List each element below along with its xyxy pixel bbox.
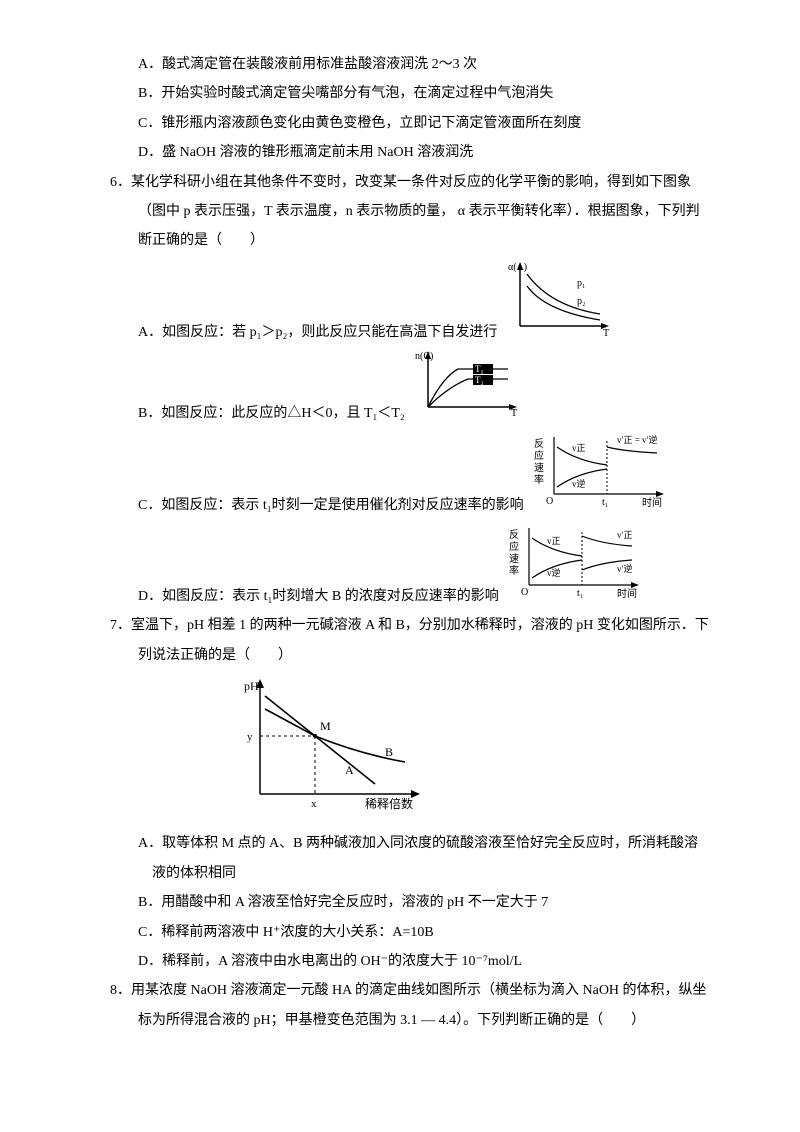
q6a-p2: p₂ [577,296,586,307]
q7-option-a: A．取等体积 M 点的 A、B 两种碱液加入同浓度的硫酸溶液至恰好完全反应时，所… [138,829,710,888]
q6b-xlabel: T [511,408,517,417]
q5-option-c: C．锥形瓶内溶液颜色变化由黄色变橙色，立即记下滴定管液面所在刻度 [138,109,710,138]
q6d-v2: v逆 [547,567,561,578]
svg-text:O: O [546,496,553,507]
svg-text:应: 应 [509,540,519,553]
q6b-ylabel: n(C) [415,351,433,362]
q7-ylabel: pH [244,679,259,693]
q6b-t1: T₁ [475,364,484,374]
q7-x: x [311,798,317,810]
q8-stem: 8．用某浓度 NaOH 溶液滴定一元酸 HA 的滴定曲线如图所示（横坐标为滴入 … [110,976,710,1035]
q6-option-b-row: B．如图反应：此反应的△H＜0，且 T₁＜T₂ n(C) T T₁ T₂ [138,347,710,428]
q6b-t2: T₂ [475,375,484,385]
q6d-xlabel: 时间 [617,587,637,600]
q6a-p1: p₁ [577,278,586,289]
q6-option-c-row: C．如图反应：表示 t₁时刻一定是使用催化剂对反应速率的影响 反 应 速 率 时… [138,429,710,520]
q6a-ylabel: α(A) [508,262,527,273]
q6d-v3: v′正 [617,530,632,540]
q6d-v4: v′逆 [617,563,632,574]
q6c-v3: v′正 = v′逆 [617,434,658,445]
q6d-v1: v正 [547,536,561,546]
q6-figure-a: α(A) T p₁ p₂ [505,256,615,347]
q6-option-c: C．如图反应：表示 t₁时刻一定是使用催化剂对反应速率的影响 [138,491,524,520]
q7-option-c: C．稀释前两溶液中 H⁺浓度的大小关系：A=10B [138,918,710,947]
q6c-v1: v正 [572,443,586,453]
q5-option-d: D．盛 NaOH 溶液的锥形瓶滴定前未用 NaOH 溶液润洗 [138,138,710,167]
q6-figure-c: 反 应 速 率 时间 t₁ v正 v逆 v′正 = v′逆 O [532,429,672,520]
q6d-t1: t₁ [577,588,583,599]
q7-B: B [385,745,393,759]
svg-text:反: 反 [509,529,519,541]
q6-figure-d: 反 应 速 率 时间 t₁ v正 v逆 v′正 v′逆 O [507,520,647,611]
q6-stem: 6．某化学科研小组在其他条件不变时，改变某一条件对反应的化学平衡的影响，得到如下… [110,168,710,256]
q6-option-d: D．如图反应：表示 t₁时刻增大 B 的浓度对反应速率的影响 [138,582,499,611]
q7-y: y [247,731,253,743]
q6-option-a: A．如图反应：若 p₁＞p₂，则此反应只能在高温下自发进行 [138,318,497,347]
q7-A: A [345,763,354,777]
svg-text:率: 率 [534,473,544,486]
q7-xlabel: 稀释倍数 [365,796,413,811]
q5-option-a: A．酸式滴定管在装酸液前用标准盐酸溶液润洗 2～3 次 [138,50,710,79]
q6c-t1: t₁ [602,497,608,508]
svg-text:率: 率 [509,564,519,577]
q6c-xlabel: 时间 [642,496,662,509]
svg-text:速: 速 [509,553,519,565]
svg-text:O: O [521,587,528,598]
q6a-xlabel: T [603,328,609,336]
q6-option-b: B．如图反应：此反应的△H＜0，且 T₁＜T₂ [138,399,405,428]
q7-option-d: D．稀释前，A 溶液中由水电离出的 OH⁻的浓度大于 10⁻⁷mol/L [138,947,710,976]
q6-option-a-row: A．如图反应：若 p₁＞p₂，则此反应只能在高温下自发进行 α(A) T p₁ … [138,256,710,347]
exam-page: A．酸式滴定管在装酸液前用标准盐酸溶液润洗 2～3 次 B．开始实验时酸式滴定管… [0,0,800,1132]
q7-M: M [320,719,331,733]
q7-option-b: B．用醋酸中和 A 溶液至恰好完全反应时，溶液的 pH 不一定大于 7 [138,888,710,917]
q5-option-b: B．开始实验时酸式滴定管尖嘴部分有气泡，在滴定过程中气泡消失 [138,79,710,108]
q6c-v2: v逆 [572,478,586,489]
q6-option-d-row: D．如图反应：表示 t₁时刻增大 B 的浓度对反应速率的影响 反 应 速 率 时… [138,520,710,611]
q6c-yl-1: 反 [534,438,544,450]
q7-stem: 7．室温下，pH 相差 1 的两种一元碱溶液 A 和 B，分别加水稀释时，溶液的… [110,611,710,670]
q7-figure: pH 稀释倍数 A B M x y [230,674,710,825]
svg-text:速: 速 [534,462,544,474]
q6-figure-b: n(C) T T₁ T₂ [413,347,523,428]
svg-text:应: 应 [534,449,544,462]
